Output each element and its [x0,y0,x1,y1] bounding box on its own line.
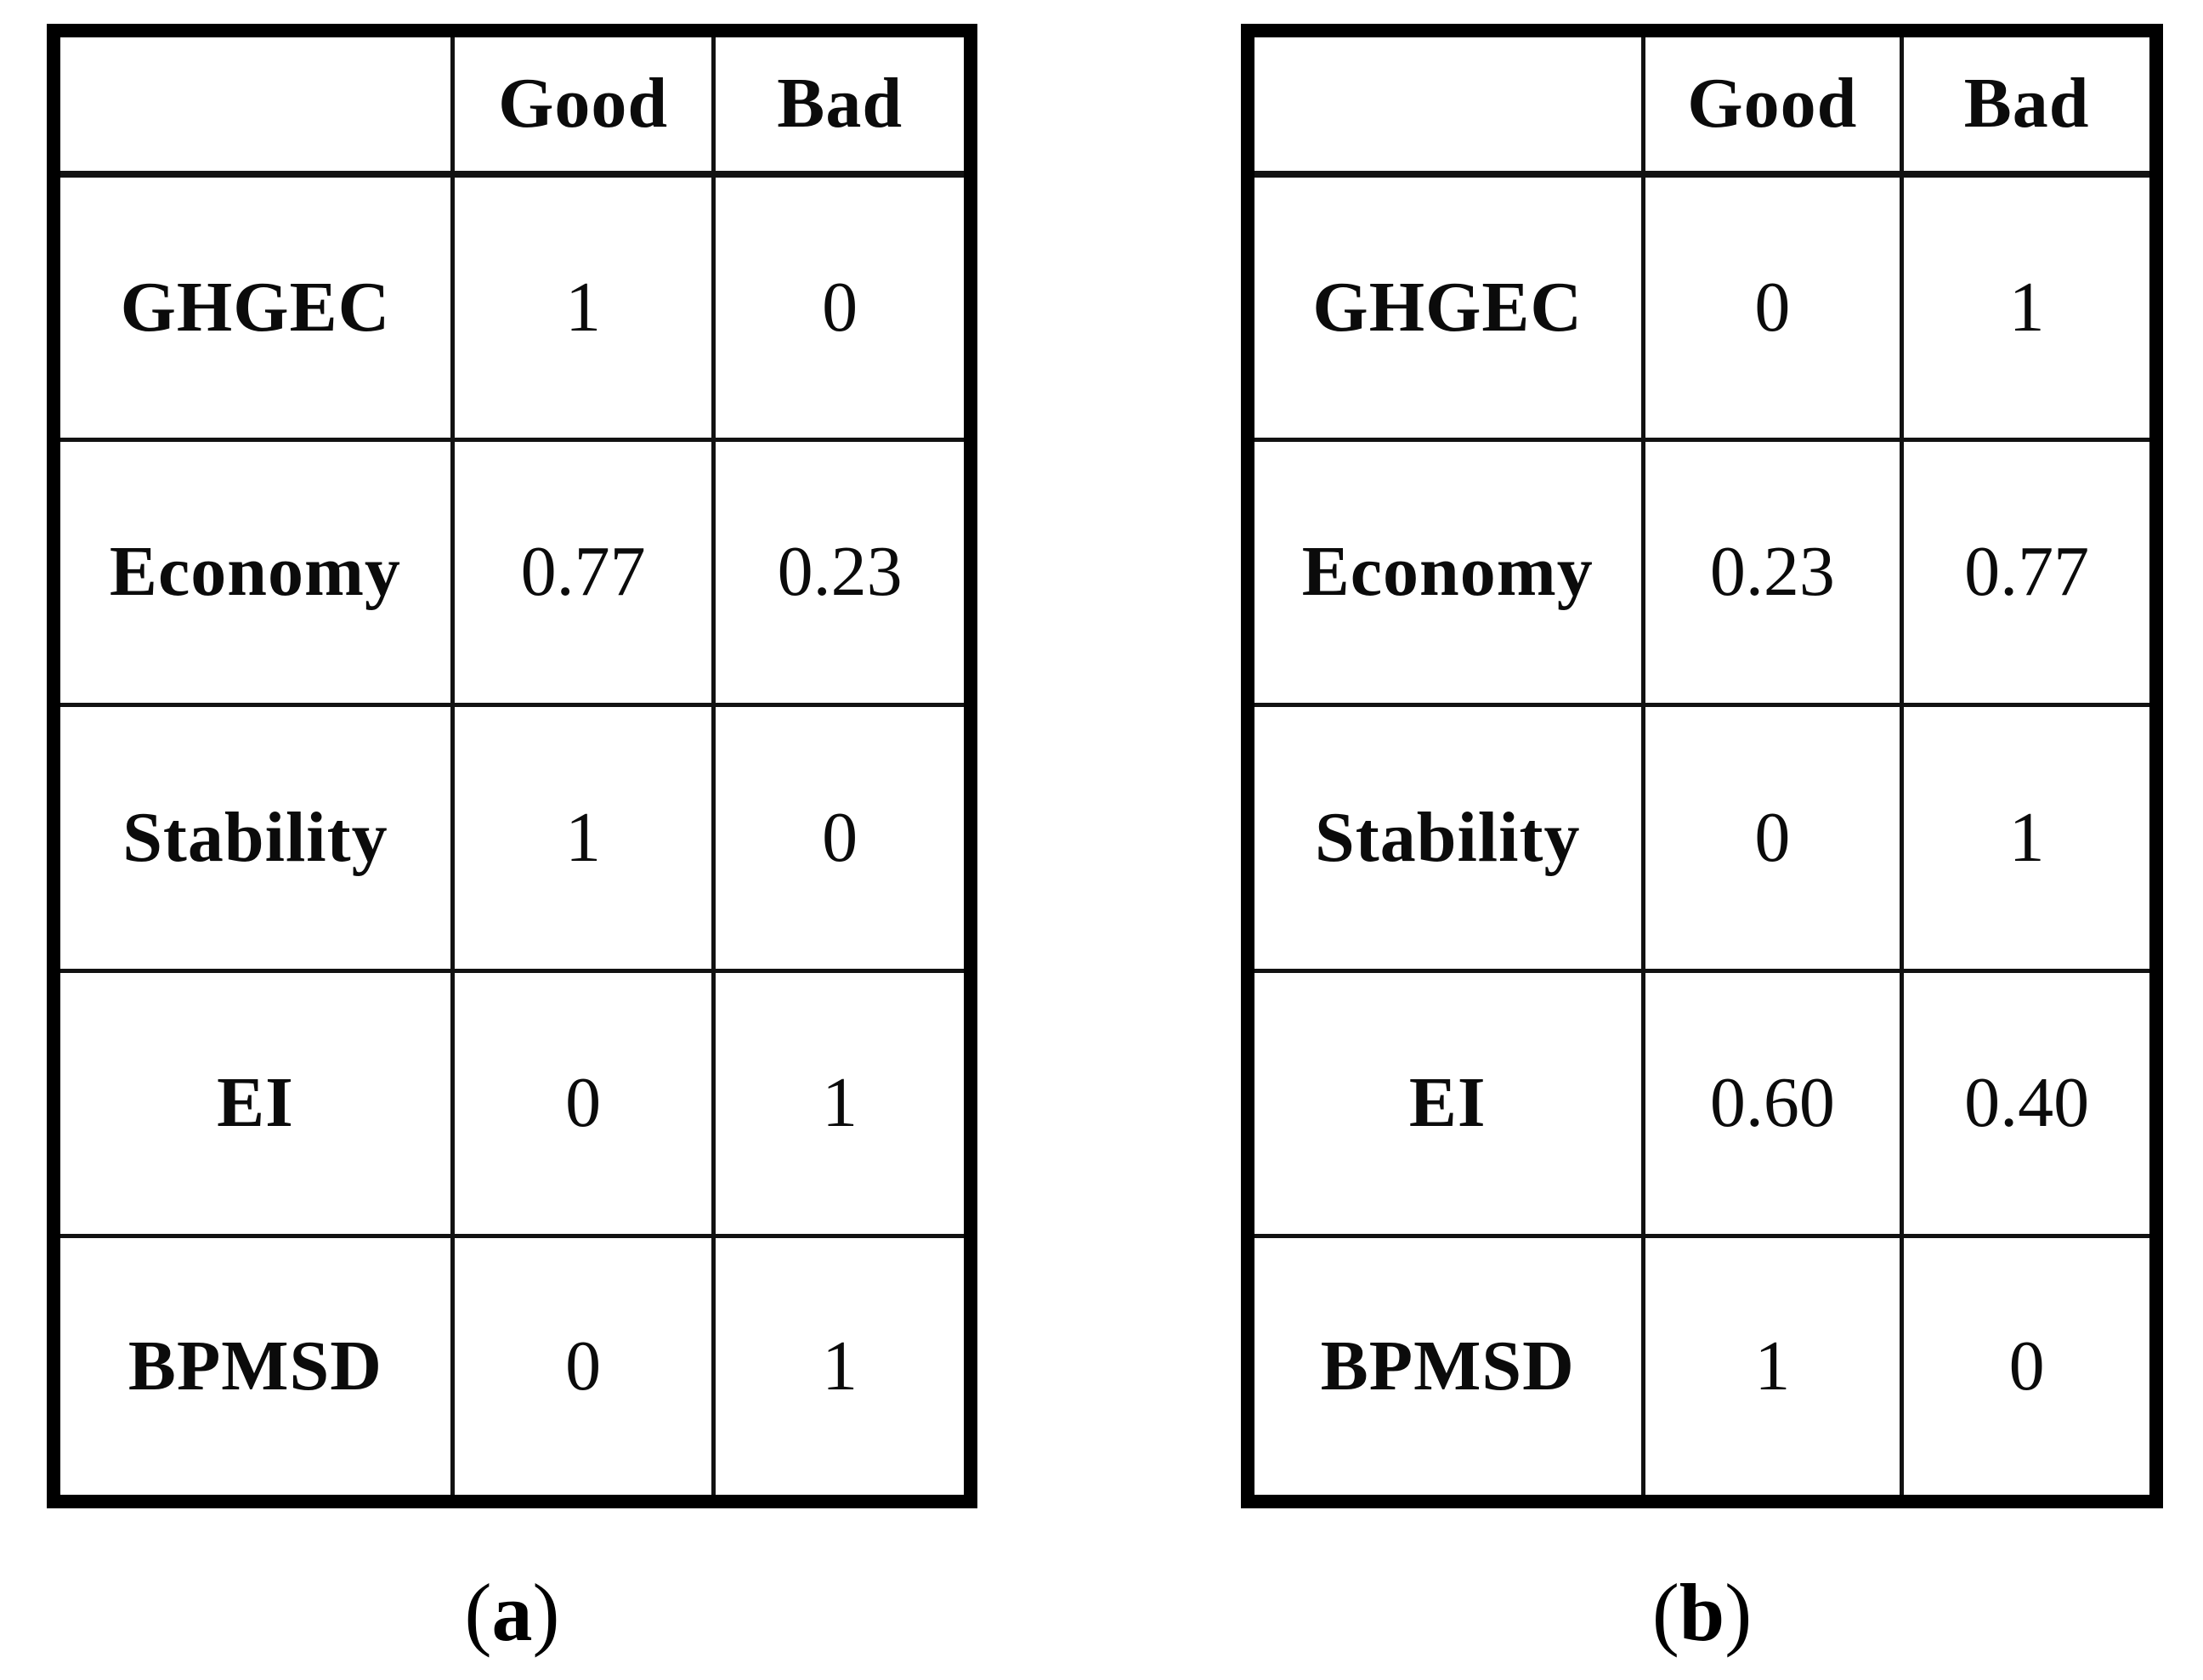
probability-table-a: Good Bad GHGEC 1 0 Economy 0.77 0.23 Sta… [47,24,977,1508]
cell-ghgec-good: 1 [450,172,716,442]
cell-ei-bad: 1 [711,968,973,1239]
cell-economy-bad: 0.77 [1900,437,2159,708]
table-row-stability: Stability 1 0 [51,703,973,973]
cell-stability-bad: 0 [711,703,973,973]
table-row-ei: EI 0.60 0.40 [1245,968,2159,1239]
row-label-stability: Stability [1245,703,1645,973]
cell-economy-bad: 0.23 [711,437,973,708]
table-row-ghgec: GHGEC 0 1 [1245,172,2159,442]
row-label-bpmsd: BPMSD [1245,1234,1645,1504]
caption-b-letter: b [1679,1567,1725,1658]
caption-b-open-paren: ( [1651,1567,1679,1658]
cell-ghgec-good: 0 [1640,172,1905,442]
row-label-bpmsd: BPMSD [51,1234,455,1504]
caption-a-letter: a [491,1567,533,1658]
col-header-good: Good [1640,28,1905,178]
col-header-good: Good [450,28,716,178]
cell-bpmsd-good: 1 [1640,1234,1905,1504]
caption-a-open-paren: ( [464,1567,492,1658]
row-label-ghgec: GHGEC [51,172,455,442]
cell-ghgec-bad: 0 [711,172,973,442]
cell-ei-good: 0 [450,968,716,1239]
caption-b-close-paren: ) [1724,1567,1753,1658]
cell-stability-good: 1 [450,703,716,973]
cell-ei-good: 0.60 [1640,968,1905,1239]
cell-stability-good: 0 [1640,703,1905,973]
row-label-economy: Economy [1245,437,1645,708]
header-row: Good Bad [1245,28,2159,178]
table-row-stability: Stability 0 1 [1245,703,2159,973]
cell-bpmsd-bad: 1 [711,1234,973,1504]
table-row-ghgec: GHGEC 1 0 [51,172,973,442]
corner-cell [51,28,455,178]
row-label-economy: Economy [51,437,455,708]
table-row-bpmsd: BPMSD 1 0 [1245,1234,2159,1504]
caption-b: (b) [1241,1568,2163,1658]
table-row-economy: Economy 0.23 0.77 [1245,437,2159,708]
table-row-ei: EI 0 1 [51,968,973,1239]
cell-bpmsd-bad: 0 [1900,1234,2159,1504]
cell-ei-bad: 0.40 [1900,968,2159,1239]
table-row-bpmsd: BPMSD 0 1 [51,1234,973,1504]
col-header-bad: Bad [1900,28,2159,178]
figure-panel-a: Good Bad GHGEC 1 0 Economy 0.77 0.23 Sta… [47,24,977,1658]
row-label-ei: EI [1245,968,1645,1239]
probability-table-b: Good Bad GHGEC 0 1 Economy 0.23 0.77 Sta… [1241,24,2163,1508]
row-label-ei: EI [51,968,455,1239]
figure-panel-b: Good Bad GHGEC 0 1 Economy 0.23 0.77 Sta… [1241,24,2163,1658]
caption-a-close-paren: ) [532,1567,560,1658]
cell-ghgec-bad: 1 [1900,172,2159,442]
cell-bpmsd-good: 0 [450,1234,716,1504]
cell-stability-bad: 1 [1900,703,2159,973]
corner-cell [1245,28,1645,178]
table-row-economy: Economy 0.77 0.23 [51,437,973,708]
cell-economy-good: 0.77 [450,437,716,708]
header-row: Good Bad [51,28,973,178]
row-label-stability: Stability [51,703,455,973]
caption-a: (a) [47,1568,977,1658]
cell-economy-good: 0.23 [1640,437,1905,708]
row-label-ghgec: GHGEC [1245,172,1645,442]
col-header-bad: Bad [711,28,973,178]
